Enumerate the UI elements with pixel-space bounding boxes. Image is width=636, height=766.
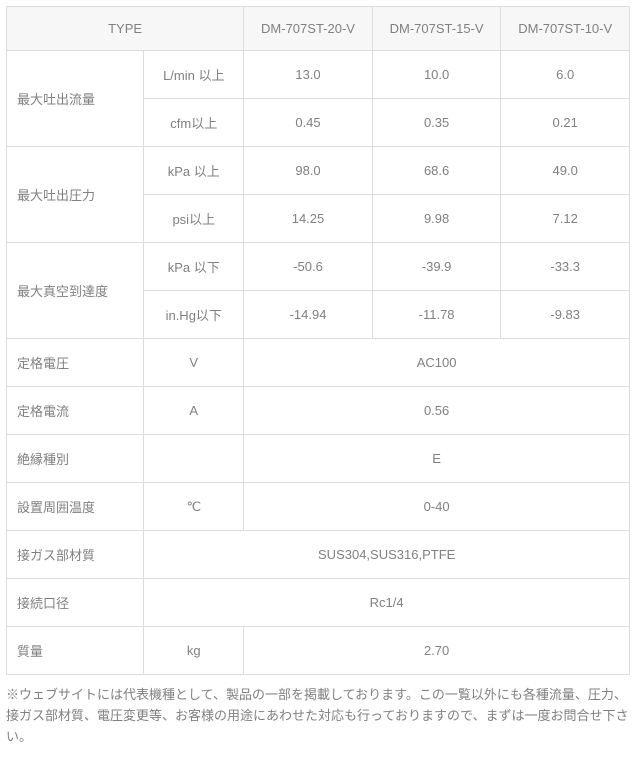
- header-model-0: DM-707ST-20-V: [244, 7, 373, 51]
- value-cell: -14.94: [244, 291, 373, 339]
- table-row: 最大真空到達度 kPa 以下 -50.6 -39.9 -33.3: [7, 243, 630, 291]
- table-row: 最大吐出流量 L/min 以上 13.0 10.0 6.0: [7, 51, 630, 99]
- unit-cell: psi以上: [144, 195, 244, 243]
- value-cell: E: [244, 435, 630, 483]
- row-label-max-flow: 最大吐出流量: [7, 51, 144, 147]
- unit-cell: kg: [144, 627, 244, 675]
- spec-table: TYPE DM-707ST-20-V DM-707ST-15-V DM-707S…: [6, 6, 630, 675]
- value-cell: 0.21: [501, 99, 630, 147]
- value-cell: 14.25: [244, 195, 373, 243]
- header-type: TYPE: [7, 7, 244, 51]
- unit-cell: kPa 以上: [144, 147, 244, 195]
- value-cell: 68.6: [372, 147, 501, 195]
- value-cell: 6.0: [501, 51, 630, 99]
- value-cell: 0-40: [244, 483, 630, 531]
- value-cell: -33.3: [501, 243, 630, 291]
- header-row: TYPE DM-707ST-20-V DM-707ST-15-V DM-707S…: [7, 7, 630, 51]
- table-row: 絶縁種別 E: [7, 435, 630, 483]
- unit-cell: ℃: [144, 483, 244, 531]
- value-cell: 0.56: [244, 387, 630, 435]
- row-label-insulation: 絶縁種別: [7, 435, 144, 483]
- row-label-rated-current: 定格電流: [7, 387, 144, 435]
- value-cell: -11.78: [372, 291, 501, 339]
- value-cell: Rc1/4: [144, 579, 630, 627]
- header-model-1: DM-707ST-15-V: [372, 7, 501, 51]
- row-label-max-vacuum: 最大真空到達度: [7, 243, 144, 339]
- value-cell: 7.12: [501, 195, 630, 243]
- value-cell: 98.0: [244, 147, 373, 195]
- value-cell: 2.70: [244, 627, 630, 675]
- value-cell: -50.6: [244, 243, 373, 291]
- row-label-max-pressure: 最大吐出圧力: [7, 147, 144, 243]
- unit-cell: V: [144, 339, 244, 387]
- value-cell: 49.0: [501, 147, 630, 195]
- value-cell: 10.0: [372, 51, 501, 99]
- unit-cell: kPa 以下: [144, 243, 244, 291]
- value-cell: 0.45: [244, 99, 373, 147]
- table-row: 定格電流 A 0.56: [7, 387, 630, 435]
- table-row: 設置周囲温度 ℃ 0-40: [7, 483, 630, 531]
- row-label-rated-voltage: 定格電圧: [7, 339, 144, 387]
- value-cell: 0.35: [372, 99, 501, 147]
- value-cell: 9.98: [372, 195, 501, 243]
- unit-cell: cfm以上: [144, 99, 244, 147]
- unit-cell: L/min 以上: [144, 51, 244, 99]
- table-row: 質量 kg 2.70: [7, 627, 630, 675]
- unit-cell: A: [144, 387, 244, 435]
- value-cell: 13.0: [244, 51, 373, 99]
- table-row: 接続口径 Rc1/4: [7, 579, 630, 627]
- value-cell: AC100: [244, 339, 630, 387]
- header-model-2: DM-707ST-10-V: [501, 7, 630, 51]
- row-label-mass: 質量: [7, 627, 144, 675]
- value-cell: -9.83: [501, 291, 630, 339]
- unit-cell: in.Hg以下: [144, 291, 244, 339]
- table-row: 定格電圧 V AC100: [7, 339, 630, 387]
- row-label-ambient-temp: 設置周囲温度: [7, 483, 144, 531]
- value-cell: SUS304,SUS316,PTFE: [144, 531, 630, 579]
- value-cell: -39.9: [372, 243, 501, 291]
- row-label-port-size: 接続口径: [7, 579, 144, 627]
- table-row: 接ガス部材質 SUS304,SUS316,PTFE: [7, 531, 630, 579]
- unit-cell: [144, 435, 244, 483]
- footnote: ※ウェブサイトには代表機種として、製品の一部を掲載しております。この一覧以外にも…: [6, 685, 630, 747]
- row-label-gas-material: 接ガス部材質: [7, 531, 144, 579]
- table-row: 最大吐出圧力 kPa 以上 98.0 68.6 49.0: [7, 147, 630, 195]
